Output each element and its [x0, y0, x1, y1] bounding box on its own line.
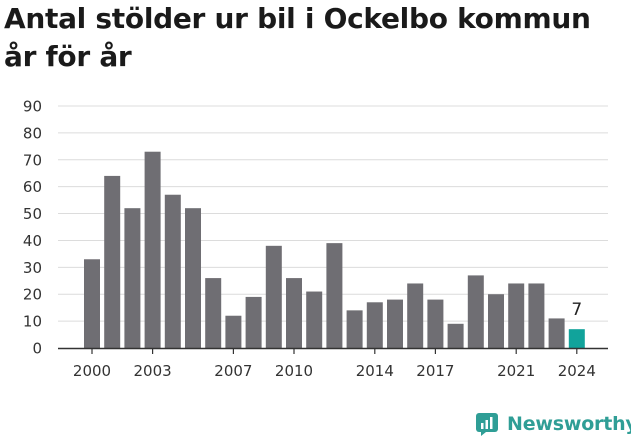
- x-tick-label: 2021: [497, 362, 535, 380]
- x-tick-label: 2017: [416, 362, 454, 380]
- bar-2023: [548, 318, 565, 348]
- bar-2008: [245, 296, 262, 348]
- bar-2004: [164, 194, 181, 348]
- newsworthy-logo-icon: [476, 413, 498, 436]
- x-tick-label: 2014: [356, 362, 394, 380]
- bar-2005: [185, 208, 201, 348]
- y-tick-label: 60: [23, 178, 42, 196]
- bar-2022: [528, 283, 545, 348]
- bar-2021: [508, 283, 525, 348]
- y-tick-label: 20: [23, 286, 42, 304]
- bars: [84, 151, 585, 348]
- x-tick-label: 2007: [214, 362, 252, 380]
- bar-2003: [144, 151, 161, 348]
- x-axis-ticks: 2000 2003 2007 2010 2014 2017 2021 2024: [73, 348, 596, 380]
- bar-2010: [286, 278, 302, 348]
- y-tick-label: 50: [23, 205, 42, 223]
- y-tick-label: 80: [23, 124, 42, 142]
- y-axis-ticks: 0 10 20 30 40 50 60 70 80 90: [23, 98, 42, 358]
- bar-2015: [387, 299, 403, 348]
- x-tick-label: 2024: [558, 362, 596, 380]
- y-tick-label: 30: [23, 259, 42, 277]
- bar-2020: [488, 294, 504, 348]
- bar-2000: [84, 259, 100, 348]
- bar-2001: [104, 175, 121, 348]
- y-tick-label: 70: [23, 151, 42, 169]
- chart-title: Antal stölder ur bil i Ockelbo kommun år…: [4, 2, 591, 73]
- x-tick-label: 2000: [73, 362, 111, 380]
- bar-2009: [265, 245, 282, 348]
- bar-2013: [346, 310, 363, 348]
- bar-2007: [225, 315, 242, 348]
- y-tick-label: 90: [23, 98, 42, 116]
- x-tick-label: 2003: [134, 362, 172, 380]
- bar-2006: [205, 278, 222, 348]
- brand-name: Newsworthy: [507, 413, 631, 435]
- bar-2019: [467, 275, 484, 348]
- bar-2012: [326, 243, 343, 348]
- bar-2024: [568, 329, 585, 348]
- data-labels: 7: [571, 300, 582, 320]
- bar-2017: [427, 299, 444, 348]
- bar-2018: [447, 323, 464, 348]
- y-tick-label: 10: [23, 313, 42, 331]
- x-tick-label: 2010: [275, 362, 313, 380]
- brand: Newsworthy: [475, 408, 631, 440]
- bar-2011: [306, 291, 323, 348]
- data-label-2024: 7: [571, 300, 582, 320]
- y-tick-label: 0: [32, 340, 42, 358]
- bar-2016: [407, 283, 424, 348]
- bar-2002: [124, 208, 141, 348]
- y-tick-label: 40: [23, 232, 42, 250]
- bar-2014: [366, 302, 383, 348]
